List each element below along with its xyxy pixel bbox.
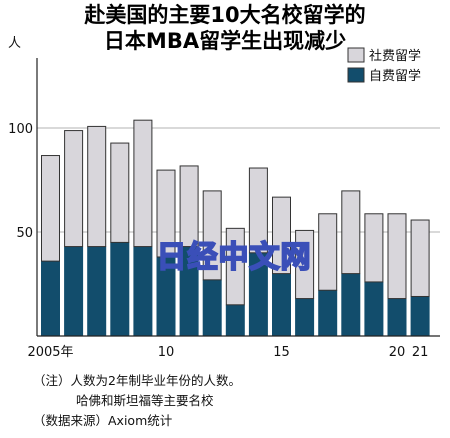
bar-company-funded-2010 xyxy=(156,169,176,258)
bar-company-funded-2009 xyxy=(133,119,153,248)
bar-self-funded-2017 xyxy=(318,290,338,336)
x-tick-label: 21 xyxy=(412,345,429,360)
note-line-3: （数据来源）Axiom统计 xyxy=(33,413,173,428)
bars-group xyxy=(41,119,430,336)
y-unit-label: 人 xyxy=(8,36,21,51)
watermark: 日经中文网 xyxy=(157,240,312,275)
note-line-1: （注）人数为2年制毕业年份的人数。 xyxy=(33,373,241,388)
bar-self-funded-2019 xyxy=(364,281,384,336)
bar-company-funded-2021 xyxy=(410,219,430,297)
legend-swatch xyxy=(347,47,365,63)
bar-company-funded-2005 xyxy=(41,155,60,262)
bar-self-funded-2013 xyxy=(225,304,245,336)
axes xyxy=(36,58,440,337)
bar-self-funded-2009 xyxy=(133,246,153,336)
bar-company-funded-2014 xyxy=(248,167,268,254)
bar-self-funded-2015 xyxy=(272,273,291,336)
y-ticks: 50 100 xyxy=(8,122,33,241)
legend-label: 自费留学 xyxy=(369,68,421,84)
bar-company-funded-2011 xyxy=(179,165,199,248)
x-tick-label: 10 xyxy=(158,345,175,360)
bar-self-funded-2005 xyxy=(41,261,60,336)
legend-label: 社费留学 xyxy=(369,48,421,64)
bar-self-funded-2006 xyxy=(64,246,84,336)
bar-company-funded-2019 xyxy=(364,213,384,283)
bar-company-funded-2016 xyxy=(295,229,315,300)
bar-self-funded-2020 xyxy=(387,298,407,336)
x-tick-label: 2005年 xyxy=(27,345,73,360)
bar-self-funded-2021 xyxy=(410,296,430,336)
chart-title-line2: 日本MBA留学生出现减少 xyxy=(103,29,347,53)
bar-company-funded-2018 xyxy=(341,190,361,275)
bar-self-funded-2018 xyxy=(341,273,361,336)
y-tick-label: 100 xyxy=(8,122,33,137)
bar-company-funded-2006 xyxy=(64,130,84,248)
bar-self-funded-2008 xyxy=(110,242,130,336)
bar-company-funded-2020 xyxy=(387,213,407,300)
bar-company-funded-2015 xyxy=(272,196,291,275)
bar-company-funded-2017 xyxy=(318,213,338,291)
x-tick-label: 15 xyxy=(273,345,290,360)
y-tick-label: 50 xyxy=(16,226,33,241)
note-line-2: 哈佛和斯坦福等主要名校 xyxy=(76,393,214,408)
bar-company-funded-2007 xyxy=(87,125,107,248)
x-tick-label: 20 xyxy=(389,345,406,360)
bar-self-funded-2007 xyxy=(87,246,107,336)
legend-swatch xyxy=(347,67,365,83)
bar-company-funded-2008 xyxy=(110,142,130,243)
x-ticks: 2005年 10 15 20 21 xyxy=(27,345,428,360)
bar-self-funded-2012 xyxy=(202,279,222,336)
bar-self-funded-2016 xyxy=(295,298,315,336)
bar-self-funded-2011 xyxy=(179,246,199,336)
bar-company-funded-2013 xyxy=(225,227,245,306)
bar-self-funded-2014 xyxy=(248,252,268,336)
notes: （注）人数为2年制毕业年份的人数。 哈佛和斯坦福等主要名校 （数据来源）Axio… xyxy=(33,371,241,431)
bar-self-funded-2010 xyxy=(156,256,176,336)
chart-title-line1: 赴美国的主要10大名校留学的 xyxy=(84,3,366,27)
bar-company-funded-2012 xyxy=(202,190,222,281)
